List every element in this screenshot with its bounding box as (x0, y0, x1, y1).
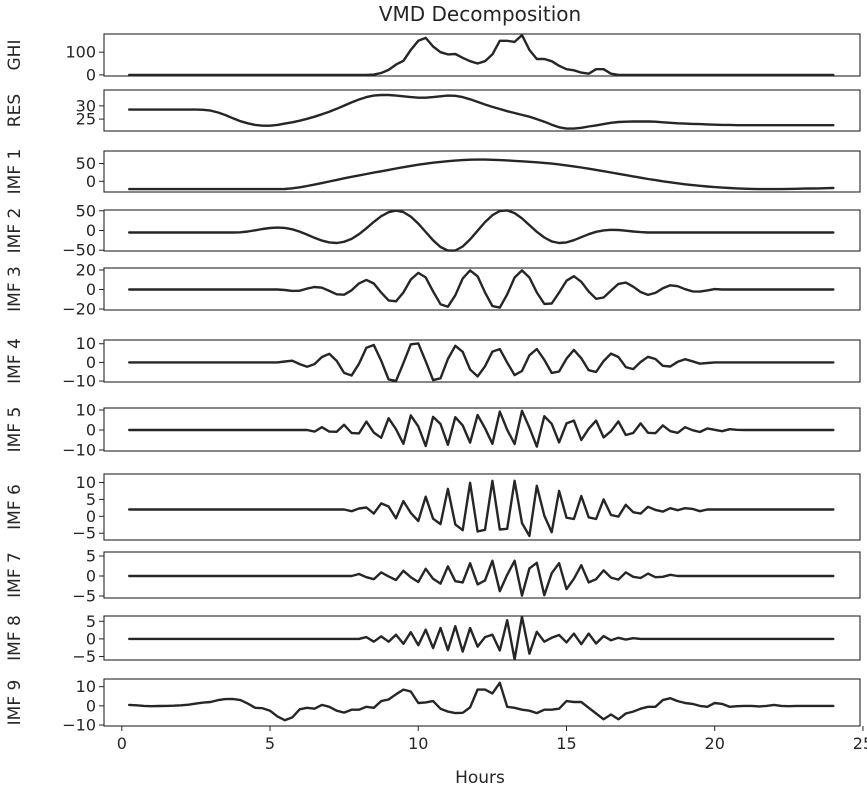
panel-ylabel: IMF 8 (5, 615, 25, 661)
y-tick-label: 100 (65, 43, 96, 62)
y-tick-label: 0 (86, 221, 96, 240)
x-axis-label: Hours (455, 768, 505, 788)
x-tick-label: 25 (853, 734, 867, 753)
series-line-ghi (127, 33, 835, 77)
y-tick-label: −50 (62, 241, 96, 260)
panel-frame (103, 89, 861, 132)
panel-frame (103, 678, 861, 727)
y-tick-label: 0 (86, 696, 96, 715)
series-line-imf-1 (127, 158, 835, 191)
panel-ylabel: IMF 2 (5, 208, 25, 254)
y-tick-label: 5 (86, 547, 96, 566)
chart-title: VMD Decomposition (379, 2, 581, 26)
series-line-imf-6 (127, 479, 835, 538)
y-tick-label: 10 (76, 677, 96, 696)
y-tick-label: −5 (72, 587, 96, 606)
x-tick-label: 10 (408, 734, 428, 753)
y-tick-label: 0 (86, 421, 96, 440)
panel-imf-8: −505 IMF 8 (5, 612, 861, 666)
y-tick-label: 0 (86, 629, 96, 648)
x-tick-label: 20 (705, 734, 725, 753)
y-tick-label: 25 (76, 110, 96, 129)
panel-ylabel: IMF 6 (5, 484, 25, 530)
y-tick-label: 5 (86, 612, 96, 631)
panel-imf-7: −505 IMF 7 (5, 547, 861, 606)
series-line-imf-2 (127, 209, 835, 252)
y-tick-label: 50 (76, 154, 96, 173)
panel-ghi: 0 100 GHI (5, 33, 861, 84)
panel-ylabel: IMF 5 (5, 407, 25, 453)
panel-frame (103, 551, 861, 599)
y-tick-label: −10 (62, 716, 96, 735)
y-tick-label: −10 (62, 441, 96, 460)
x-axis: 0 5 10 15 20 25 (117, 726, 867, 753)
panel-ylabel: GHI (5, 40, 25, 71)
series-line-imf-4 (127, 342, 835, 383)
y-tick-label: 5 (86, 490, 96, 509)
panel-frame (103, 33, 861, 77)
y-tick-label: 0 (86, 65, 96, 84)
y-tick-label: 10 (76, 401, 96, 420)
series-line-imf-8 (127, 615, 835, 661)
series-line-imf-7 (127, 559, 835, 597)
panel-imf-1: 050 IMF 1 (5, 149, 861, 195)
panel-frame (103, 339, 861, 383)
y-tick-label: 10 (76, 473, 96, 492)
series-line-res (127, 93, 835, 130)
panel-ylabel: IMF 4 (5, 338, 25, 384)
series-line-imf-3 (127, 269, 835, 309)
y-tick-label: 0 (86, 353, 96, 372)
y-tick-label: 50 (76, 201, 96, 220)
series-line-imf-5 (127, 409, 835, 448)
y-tick-label: −5 (72, 647, 96, 666)
panel-frame (103, 150, 861, 193)
y-tick-label: 0 (86, 567, 96, 586)
panel-frame (103, 473, 861, 541)
panel-ylabel: IMF 7 (5, 552, 25, 598)
panel-frame (103, 209, 861, 252)
y-tick-label: −10 (62, 372, 96, 391)
x-tick-label: 0 (117, 734, 127, 753)
x-tick-label: 15 (556, 734, 576, 753)
y-tick-label: −5 (72, 524, 96, 543)
y-tick-label: 0 (86, 507, 96, 526)
series-line-imf-9 (127, 681, 835, 722)
panel-ylabel: IMF 3 (5, 266, 25, 312)
panel-ylabel: RES (5, 94, 25, 127)
y-tick-label: 30 (76, 96, 96, 115)
y-tick-label: 0 (86, 172, 96, 191)
y-tick-label: −20 (62, 300, 96, 319)
panel-frame (103, 615, 861, 661)
x-tick-label: 5 (265, 734, 275, 753)
y-tick-label: 0 (86, 280, 96, 299)
panel-ylabel: IMF 1 (5, 149, 25, 195)
y-tick-label: 20 (76, 260, 96, 279)
panel-ylabel: IMF 9 (5, 680, 25, 726)
y-tick-label: 10 (76, 334, 96, 353)
